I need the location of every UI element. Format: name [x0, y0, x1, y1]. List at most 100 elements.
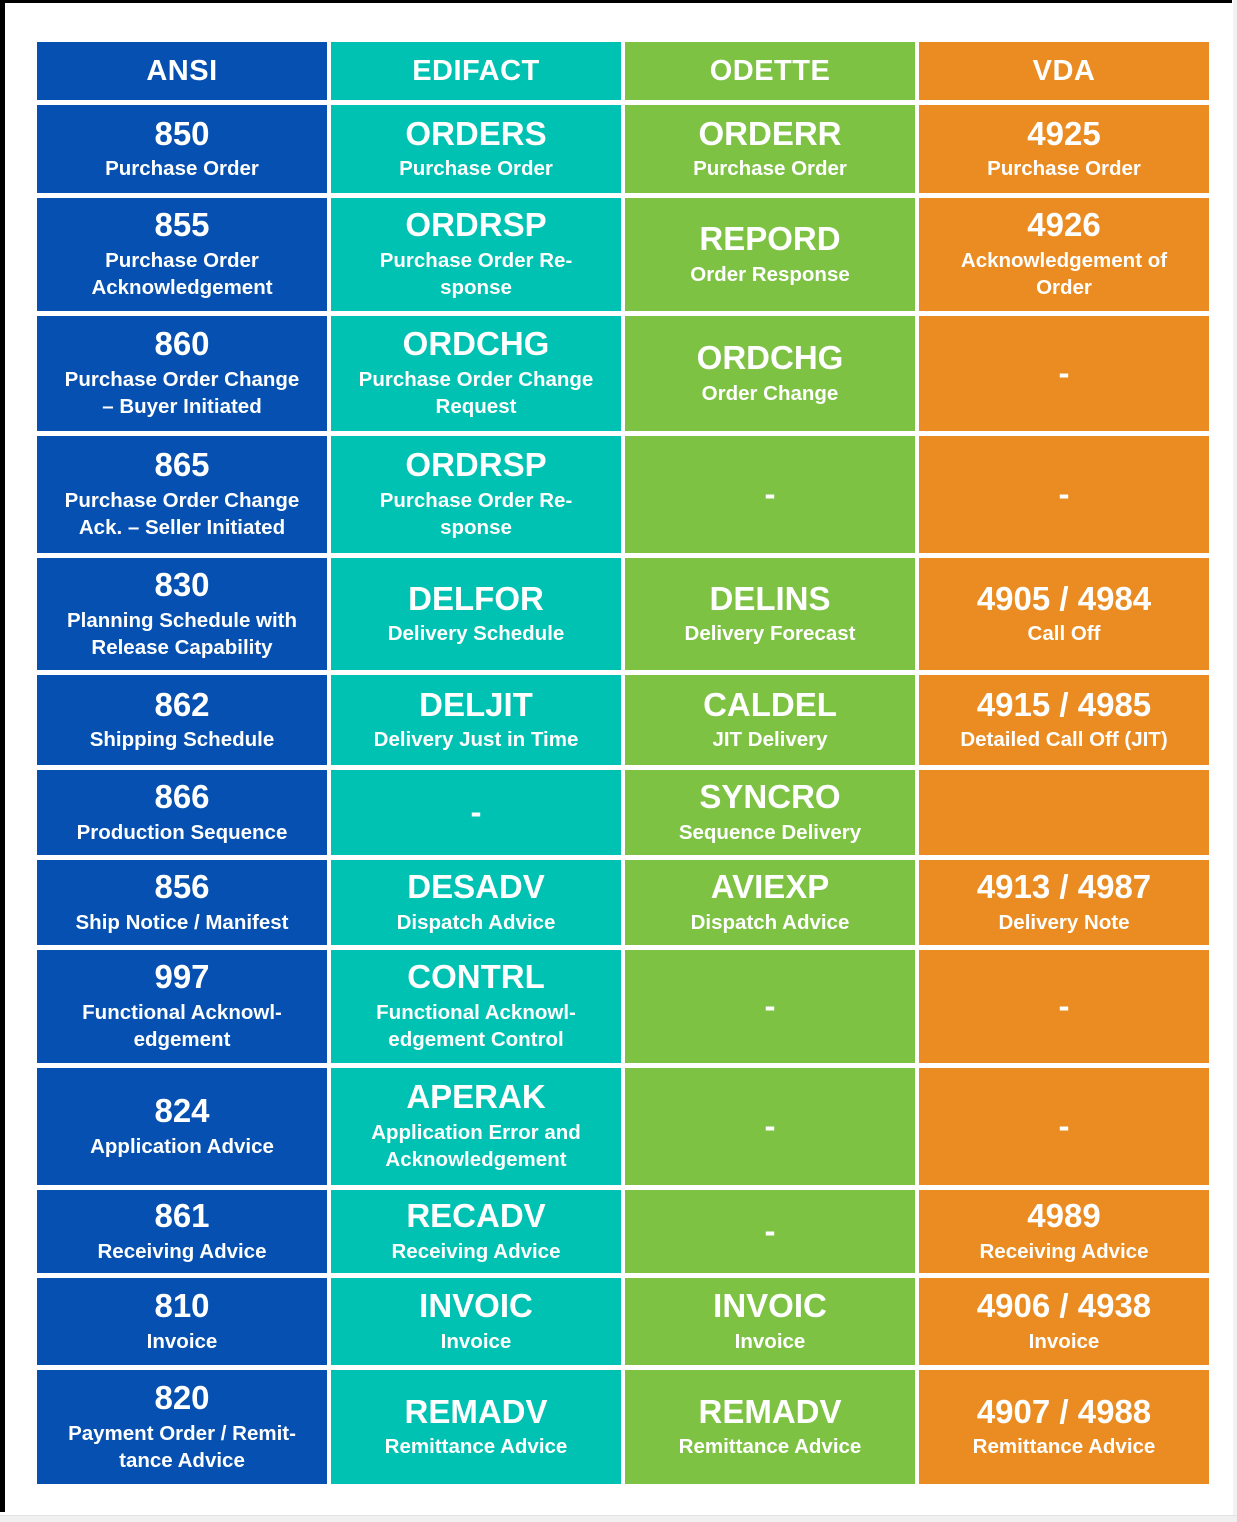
cell-edifact-row-2: ORDRSP Purchase Order Re- sponse — [331, 198, 621, 311]
cell-code: VDA — [1032, 54, 1096, 87]
cell-code: 860 — [154, 325, 210, 363]
table-row: 866 Production Sequence - SYNCRO Sequence De… — [37, 770, 1209, 855]
cell-code: 850 — [154, 114, 210, 152]
cell-description: Delivery Note — [998, 910, 1130, 934]
cell-code: SYNCRO — [699, 778, 841, 815]
cell-code: 4913 / 4987 — [976, 868, 1152, 905]
cell-ansi-row-6: 862 Shipping Schedule — [37, 675, 327, 765]
cell-description: Receiving Advice — [391, 1239, 561, 1263]
header-row: ANSI EDIFACT ODETTE VDA — [37, 42, 1209, 100]
cell-description: Purchase Order — [693, 157, 847, 181]
cell-code: 856 — [154, 868, 210, 905]
cell-code: REMADV — [698, 1392, 842, 1430]
cell-code: 4989 — [1027, 1197, 1101, 1234]
cell-ansi-row-13: 820 Payment Order / Remit- tance Advice — [37, 1370, 327, 1484]
cell-ansi-header: ANSI — [37, 42, 327, 100]
cell-odette-row-9: - — [625, 950, 915, 1063]
table-row: 861 Receiving Advice RECADV Receiving Advic… — [37, 1190, 1209, 1273]
cell-description: Dispatch Advice — [396, 910, 556, 934]
cell-description: Invoice — [146, 1329, 218, 1353]
cell-code: - — [764, 1212, 776, 1250]
cell-odette-row-6: CALDEL JIT Delivery — [625, 675, 915, 765]
cell-ansi-row-12: 810 Invoice — [37, 1278, 327, 1365]
cell-description: Functional Acknowl- edgement Control — [376, 1001, 576, 1052]
cell-code: INVOIC — [419, 1287, 533, 1324]
cell-code: 865 — [154, 446, 210, 484]
cell-odette-row-12: INVOIC Invoice — [625, 1278, 915, 1365]
cell-vda-row-1: 4925 Purchase Order — [919, 105, 1209, 193]
cell-description: Remittance Advice — [972, 1435, 1156, 1459]
cell-description: Purchase Order Re- sponse — [379, 489, 573, 540]
cell-description: Receiving Advice — [97, 1239, 267, 1263]
window-edge-top — [0, 0, 1232, 3]
cell-code: ORDERS — [405, 114, 547, 152]
table-row: 824 Application Advice APERAK Application E… — [37, 1068, 1209, 1185]
table-row: 810 Invoice INVOIC Invoice INVOIC Invoice 4906… — [37, 1278, 1209, 1365]
cell-code: 824 — [154, 1092, 210, 1129]
cell-code: ODETTE — [709, 54, 831, 87]
cell-code: ORDCHG — [696, 339, 844, 376]
cell-edifact-row-3: ORDCHG Purchase Order Change Request — [331, 316, 621, 431]
cell-code: CONTRL — [407, 958, 545, 996]
cell-code: ORDCHG — [402, 325, 550, 363]
cell-code: 4925 — [1027, 114, 1101, 152]
cell-code: 861 — [154, 1197, 210, 1234]
cell-code: - — [764, 1107, 776, 1145]
cell-code: - — [1058, 354, 1070, 392]
cell-ansi-row-3: 860 Purchase Order Change – Buyer Initiat… — [37, 316, 327, 431]
cell-ansi-row-4: 865 Purchase Order Change Ack. – Seller I… — [37, 436, 327, 553]
cell-description: Call Off — [1027, 622, 1101, 646]
cell-vda-row-6: 4915 / 4985 Detailed Call Off (JIT) — [919, 675, 1209, 765]
table-row: 830 Planning Schedule with Release Capabi… — [37, 558, 1209, 670]
cell-description: Dispatch Advice — [690, 910, 850, 934]
table-row: 856 Ship Notice / Manifest DESADV Dispatch … — [37, 860, 1209, 945]
cell-code: REPORD — [699, 220, 841, 257]
cell-description: Planning Schedule with Release Capabilit… — [66, 608, 298, 659]
cell-description: Delivery Schedule — [387, 622, 565, 646]
cell-description: Invoice — [1028, 1329, 1100, 1353]
cell-code: - — [1058, 1107, 1070, 1145]
cell-edifact-row-8: DESADV Dispatch Advice — [331, 860, 621, 945]
cell-description: Purchase Order Re- sponse — [379, 249, 573, 300]
cell-code: DELJIT — [419, 685, 533, 723]
window-edge-bottom — [0, 1515, 1237, 1522]
cell-description: Acknowledgement of Order — [960, 249, 1168, 300]
table-row: 862 Shipping Schedule DELJIT Delivery Just … — [37, 675, 1209, 765]
cell-code: 866 — [154, 778, 210, 815]
cell-description: Invoice — [734, 1329, 806, 1353]
cell-code: RECADV — [406, 1197, 546, 1234]
cell-code: - — [470, 793, 482, 831]
cell-odette-row-8: AVIEXP Dispatch Advice — [625, 860, 915, 945]
cell-description: Purchase Order Change Ack. – Seller Init… — [64, 489, 300, 540]
cell-ansi-row-5: 830 Planning Schedule with Release Capabi… — [37, 558, 327, 670]
cell-code: EDIFACT — [412, 54, 540, 87]
cell-edifact-row-13: REMADV Remittance Advice — [331, 1370, 621, 1484]
cell-code: ORDRSP — [405, 446, 547, 484]
cell-odette-row-5: DELINS Delivery Forecast — [625, 558, 915, 670]
cell-description: Remittance Advice — [678, 1435, 862, 1459]
cell-description: Production Sequence — [76, 820, 288, 844]
cell-ansi-row-2: 855 Purchase Order Acknowledgement — [37, 198, 327, 311]
cell-description: Purchase Order Change Request — [358, 368, 594, 419]
cell-edifact-row-9: CONTRL Functional Acknowl- edgement Contr… — [331, 950, 621, 1063]
cell-code: ORDERR — [698, 114, 842, 152]
cell-code: 4915 / 4985 — [976, 685, 1152, 723]
table-row: 855 Purchase Order Acknowledgement ORDRSP P… — [37, 198, 1209, 311]
cell-odette-row-13: REMADV Remittance Advice — [625, 1370, 915, 1484]
cell-description: Purchase Order Acknowledgement — [91, 249, 273, 300]
cell-description: Receiving Advice — [979, 1239, 1149, 1263]
cell-code: 4905 / 4984 — [976, 579, 1152, 617]
cell-vda-header: VDA — [919, 42, 1209, 100]
cell-vda-row-4: - — [919, 436, 1209, 553]
cell-vda-row-10: - — [919, 1068, 1209, 1185]
cell-edifact-row-5: DELFOR Delivery Schedule — [331, 558, 621, 670]
cell-odette-header: ODETTE — [625, 42, 915, 100]
cell-description: Purchase Order — [987, 157, 1141, 181]
cell-ansi-row-1: 850 Purchase Order — [37, 105, 327, 193]
cell-code: REMADV — [404, 1392, 548, 1430]
cell-description: Invoice — [440, 1329, 512, 1353]
cell-description: Shipping Schedule — [89, 728, 275, 752]
cell-description: Sequence Delivery — [678, 820, 862, 844]
cell-code: INVOIC — [713, 1287, 827, 1324]
